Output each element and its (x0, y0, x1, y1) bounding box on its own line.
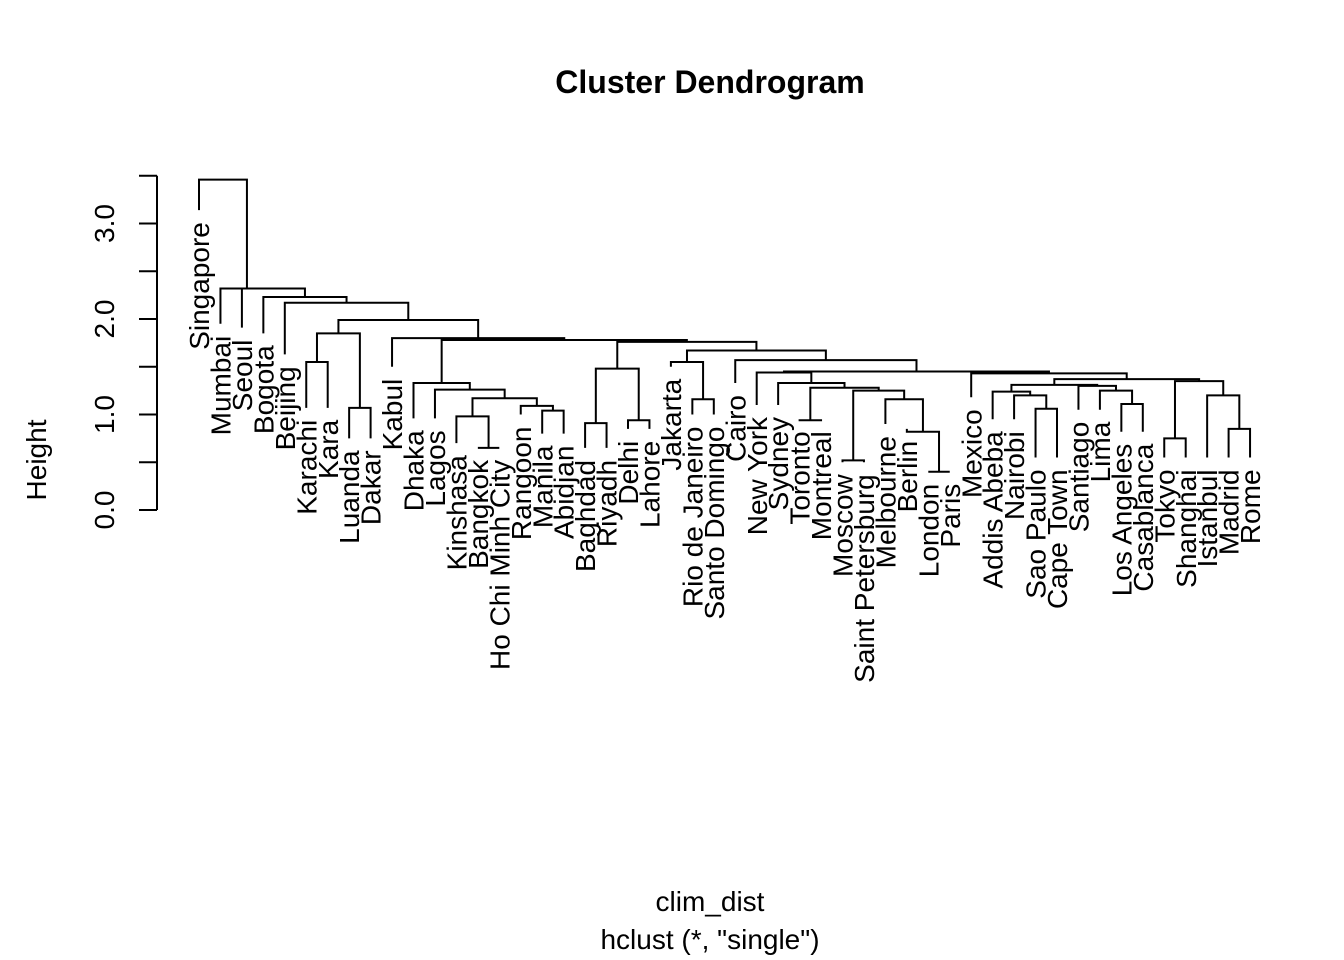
leaf-label: Montreal (806, 431, 837, 540)
leaf-label: Karachi (291, 420, 322, 515)
leaf-label: Sao Paulo (1021, 469, 1052, 598)
leaf-label: Sydney (763, 417, 794, 510)
leaf-label: Jakarta (656, 378, 687, 470)
leaf-label: Los Angeles (1106, 444, 1137, 597)
merge-11 (541, 409, 565, 434)
merge-26 (1077, 384, 1117, 410)
leaf-label: Shanghai (1171, 469, 1202, 587)
merge-45 (283, 301, 410, 355)
leaf-label: Bangkok (463, 459, 494, 569)
leaf-label: London (913, 484, 944, 577)
leaf-label: Riyadh (592, 460, 623, 547)
merge-4 (1163, 437, 1187, 458)
leaf-label: Ho Chi Minh City (484, 460, 515, 670)
leaf-label: Abidjan (549, 446, 580, 539)
leaf-label: Saint Petersburg (849, 474, 880, 683)
leaf-label: Melbourne (870, 436, 901, 568)
merge-47 (240, 287, 306, 328)
leaf-label: Rangoon (506, 427, 537, 541)
leaf-label: Santiago (1064, 422, 1095, 533)
leaf-label: Rome (1235, 469, 1266, 544)
y-tick-label-0: 0.0 (89, 491, 120, 530)
y-axis: 0.0 1.0 2.0 3.0 (89, 174, 158, 530)
leaf-label: Singapore (184, 222, 215, 350)
merge-33 (755, 371, 813, 405)
leaf-label: Dhaka (399, 430, 430, 511)
leaf-label: Mexico (956, 409, 987, 498)
y-tick-label-3: 3.0 (89, 204, 120, 243)
leaf-label: Seoul (227, 340, 258, 412)
leaf-label: Baghdad (570, 460, 601, 572)
leaf-label: Kinshasa (441, 455, 472, 571)
leaf-label: Kabul (377, 379, 408, 451)
leaf-label: Tokyo (1149, 469, 1180, 542)
merge-8 (627, 419, 651, 429)
leaf-label: Luanda (334, 450, 365, 544)
merge-41 (440, 339, 688, 383)
leaf-label: Addis Abeba (978, 431, 1009, 589)
merge-17 (884, 398, 924, 432)
leaf-label: Madrid (1214, 469, 1245, 555)
leaf-label: Dakar (356, 450, 387, 525)
merge-49 (198, 178, 248, 289)
merge-35 (594, 367, 640, 424)
merge-25 (809, 386, 880, 421)
merge-36 (305, 360, 329, 408)
leaf-labels: SingaporeMumbaiSeoulBogotaBeijingKarachi… (184, 222, 1266, 683)
leaf-label: Lagos (420, 430, 451, 506)
sub-label: hclust (*, "single") (600, 924, 819, 955)
merge-10 (455, 415, 490, 448)
leaf-label: Toronto (785, 431, 816, 524)
merge-43 (315, 332, 361, 408)
leaf-label: Santo Domingo (699, 427, 730, 620)
merge-6 (1227, 427, 1252, 458)
leaf-label: Kara (313, 419, 344, 479)
merge-12 (1034, 407, 1058, 458)
leaf-label: Mumbai (206, 336, 237, 436)
y-tick-label-1: 1.0 (89, 395, 120, 434)
merge-16 (691, 398, 715, 415)
leaf-label: Nairobi (999, 431, 1030, 520)
leaf-label: Paris (935, 484, 966, 548)
merge-19 (1206, 394, 1241, 458)
leaf-label: Cape Town (1042, 469, 1073, 609)
merge-48 (219, 287, 274, 324)
leaf-label: Istanbul (1192, 469, 1223, 567)
merge-18 (471, 397, 538, 417)
leaf-label: New York (742, 416, 773, 535)
leaf-label: Casablanca (1128, 443, 1159, 591)
leaf-label: Beijing (270, 366, 301, 450)
leaf-label: Rio de Janeiro (677, 427, 708, 608)
leaf-label: Bogota (248, 345, 279, 434)
leaf-label: Cairo (720, 395, 751, 462)
y-axis-label: Height (21, 419, 52, 500)
merge-30 (1173, 380, 1225, 439)
leaf-label: Moscow (828, 473, 859, 576)
merge-15 (1120, 402, 1144, 432)
merge-22 (1098, 389, 1134, 410)
merge-7 (584, 422, 608, 448)
merge-24 (433, 388, 506, 419)
leaf-label: Lima (1085, 421, 1116, 482)
merge-27 (412, 381, 471, 419)
merge-28 (777, 381, 846, 405)
merge-2 (841, 459, 865, 463)
leaf-label: Lahore (635, 441, 666, 528)
x-axis-label: clim_dist (656, 886, 765, 917)
leaf-label: Delhi (613, 441, 644, 505)
leaf-label: Berlin (892, 441, 923, 513)
merge-13 (348, 406, 372, 439)
merge-42 (391, 337, 566, 367)
leaf-label: Manila (527, 445, 558, 528)
dendrogram-tree (198, 178, 1252, 473)
chart-title: Cluster Dendrogram (555, 64, 864, 100)
y-tick-label-2: 2.0 (89, 300, 120, 339)
merge-20 (1013, 394, 1048, 420)
